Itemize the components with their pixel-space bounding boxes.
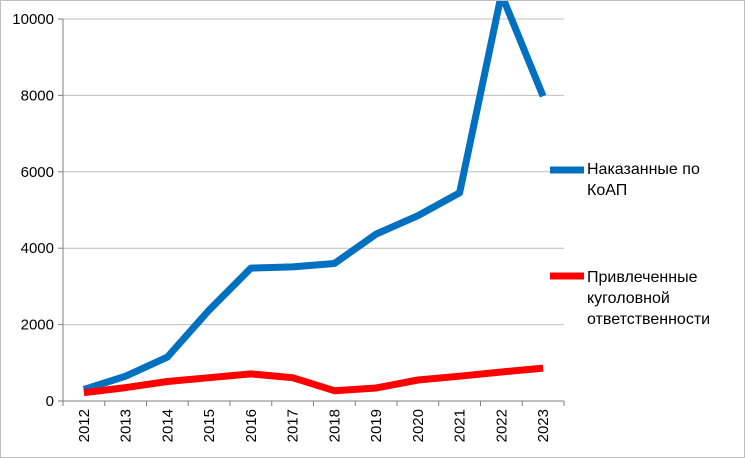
data-point — [373, 385, 380, 392]
y-tick-label: 10000 — [12, 11, 54, 28]
y-tick-label: 4000 — [21, 240, 54, 257]
data-point — [414, 376, 421, 383]
data-point — [80, 389, 87, 396]
x-tick-labels: 2012 2013 2014 2015 2016 2017 2018 2019 2020 2021… — [76, 409, 552, 442]
x-tick-label: 2016 — [243, 409, 260, 442]
x-tick-label: 2021 — [452, 409, 469, 442]
data-point — [331, 260, 338, 267]
series-line-1 — [83, 364, 544, 397]
legend: Наказанные по КоАП Привлеченные куголовной о… — [550, 161, 710, 328]
y-tick-label: 6000 — [21, 164, 54, 181]
x-tick-label: 2023 — [535, 409, 552, 442]
x-tick-label: 2017 — [285, 409, 302, 442]
data-point — [456, 189, 463, 196]
data-point — [331, 387, 338, 394]
data-point — [122, 384, 129, 391]
data-point — [247, 370, 254, 377]
x-tick-label: 2013 — [118, 409, 135, 442]
y-tick-label: 0 — [46, 393, 54, 410]
data-point — [540, 365, 547, 372]
series-line-0 — [82, 1, 547, 393]
data-point — [540, 93, 547, 100]
x-tick-label: 2015 — [201, 409, 218, 442]
y-tick-labels: 0 2000 4000 6000 8000 10000 — [12, 11, 54, 410]
data-point — [164, 354, 171, 361]
x-tick-label: 2012 — [76, 409, 93, 442]
y-tick-label: 8000 — [21, 87, 54, 104]
axes — [58, 18, 565, 406]
data-point — [206, 374, 213, 381]
data-point — [206, 307, 213, 314]
data-point — [247, 265, 254, 272]
legend-label: Привлеченные — [587, 269, 698, 286]
legend-label: ответственности — [587, 311, 710, 328]
data-point — [164, 378, 171, 385]
x-tick-label: 2018 — [326, 409, 343, 442]
data-point — [414, 212, 421, 219]
data-point — [456, 373, 463, 380]
y-tick-label: 2000 — [21, 317, 54, 334]
x-tick-label: 2019 — [368, 409, 385, 442]
legend-label: КоАП — [587, 182, 627, 199]
data-point — [289, 263, 296, 270]
data-point — [289, 374, 296, 381]
data-point — [373, 231, 380, 238]
data-point — [498, 368, 505, 375]
x-tick-label: 2020 — [410, 409, 427, 442]
x-tick-label: 2022 — [493, 409, 510, 442]
x-tick-label: 2014 — [159, 409, 176, 442]
legend-label: куголовной — [587, 290, 670, 307]
data-point — [122, 373, 129, 380]
series-lines — [80, 1, 547, 397]
legend-label: Наказанные по — [587, 161, 700, 178]
